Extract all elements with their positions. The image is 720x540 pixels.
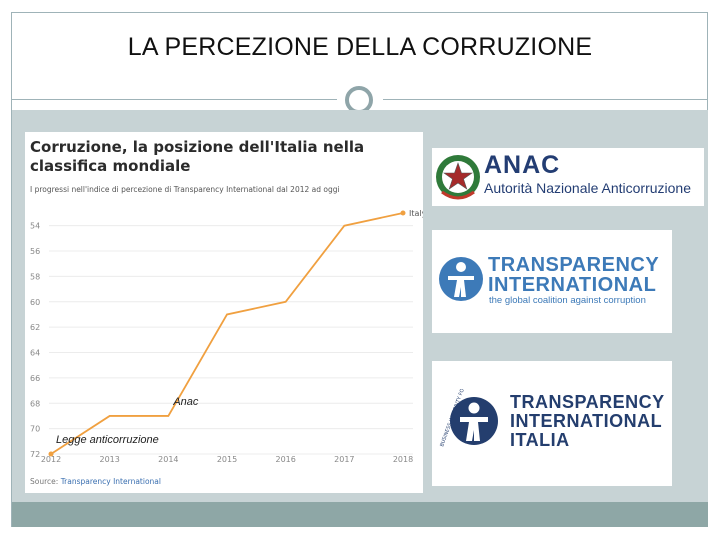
y-tick-label: 62: [30, 323, 40, 332]
data-point: [48, 451, 54, 457]
x-tick-label: 2015: [217, 455, 237, 464]
series-label: Italy: [409, 209, 423, 218]
chart-title: Corruzione, la posizione dell'Italia nel…: [30, 138, 365, 175]
data-point: [400, 210, 406, 216]
annotation: Legge anticorruzione: [56, 434, 159, 446]
y-tick-label: 56: [30, 247, 40, 256]
y-tick-label: 54: [30, 222, 40, 231]
x-tick-label: 2018: [393, 455, 413, 464]
source-label: Source:: [30, 477, 59, 486]
italian-republic-emblem-icon: [436, 155, 480, 200]
anac-logo: ANAC Autorità Nazionale Anticorruzione: [432, 148, 704, 206]
x-tick-label: 2014: [158, 455, 178, 464]
x-tick-label: 2012: [41, 455, 61, 464]
x-tick-label: 2013: [99, 455, 119, 464]
y-tick-label: 66: [30, 374, 40, 383]
transparency-international-logo: TRANSPARENCY INTERNATIONAL the global co…: [432, 230, 672, 333]
ti-line2: INTERNATIONAL: [488, 274, 657, 296]
chart-source: Source: Transparency International: [30, 477, 161, 486]
ti-tagline: the global coalition against corruption: [489, 295, 646, 306]
x-tick-label: 2016: [275, 455, 295, 464]
slide-title: LA PERCEZIONE DELLA CORRUZIONE: [127, 33, 593, 61]
y-tick-label: 64: [30, 349, 40, 358]
anac-name: ANAC: [484, 151, 561, 179]
y-tick-label: 68: [30, 399, 40, 408]
divider-right: [383, 99, 708, 100]
ti-italia-line3: ITALIA: [510, 430, 570, 450]
ti-figure-icon: [439, 257, 483, 301]
line-chart: 72 70 68 66 64 62 60 58 56 54 2012 2013 2014 2015 2016…: [30, 209, 423, 464]
y-tick-label: 70: [30, 425, 40, 434]
italy-series-line: [50, 212, 404, 455]
chart-card: Corruzione, la posizione dell'Italia nel…: [25, 132, 423, 493]
ti-line1: TRANSPARENCY: [488, 254, 660, 276]
chart-subtitle: I progressi nell'indice di percezione di…: [30, 185, 340, 194]
ti-italia-figure-icon: BUSINESS INTEGRITY FORUM: [439, 389, 498, 448]
transparency-international-italia-logo: BUSINESS INTEGRITY FORUM TRANSPARENCY IN…: [432, 361, 672, 486]
y-tick-label: 60: [30, 298, 40, 307]
y-tick-label: 58: [30, 272, 40, 281]
x-tick-label: 2017: [334, 455, 354, 464]
annotation: Anac: [172, 396, 199, 408]
anac-subtitle: Autorità Nazionale Anticorruzione: [484, 180, 692, 196]
y-tick-label: 72: [30, 450, 40, 459]
bottom-band: [12, 502, 708, 527]
divider-left: [12, 99, 337, 100]
ti-italia-line2: INTERNATIONAL: [510, 411, 663, 431]
source-name: Transparency International: [60, 477, 161, 486]
ti-italia-line1: TRANSPARENCY: [510, 392, 665, 412]
